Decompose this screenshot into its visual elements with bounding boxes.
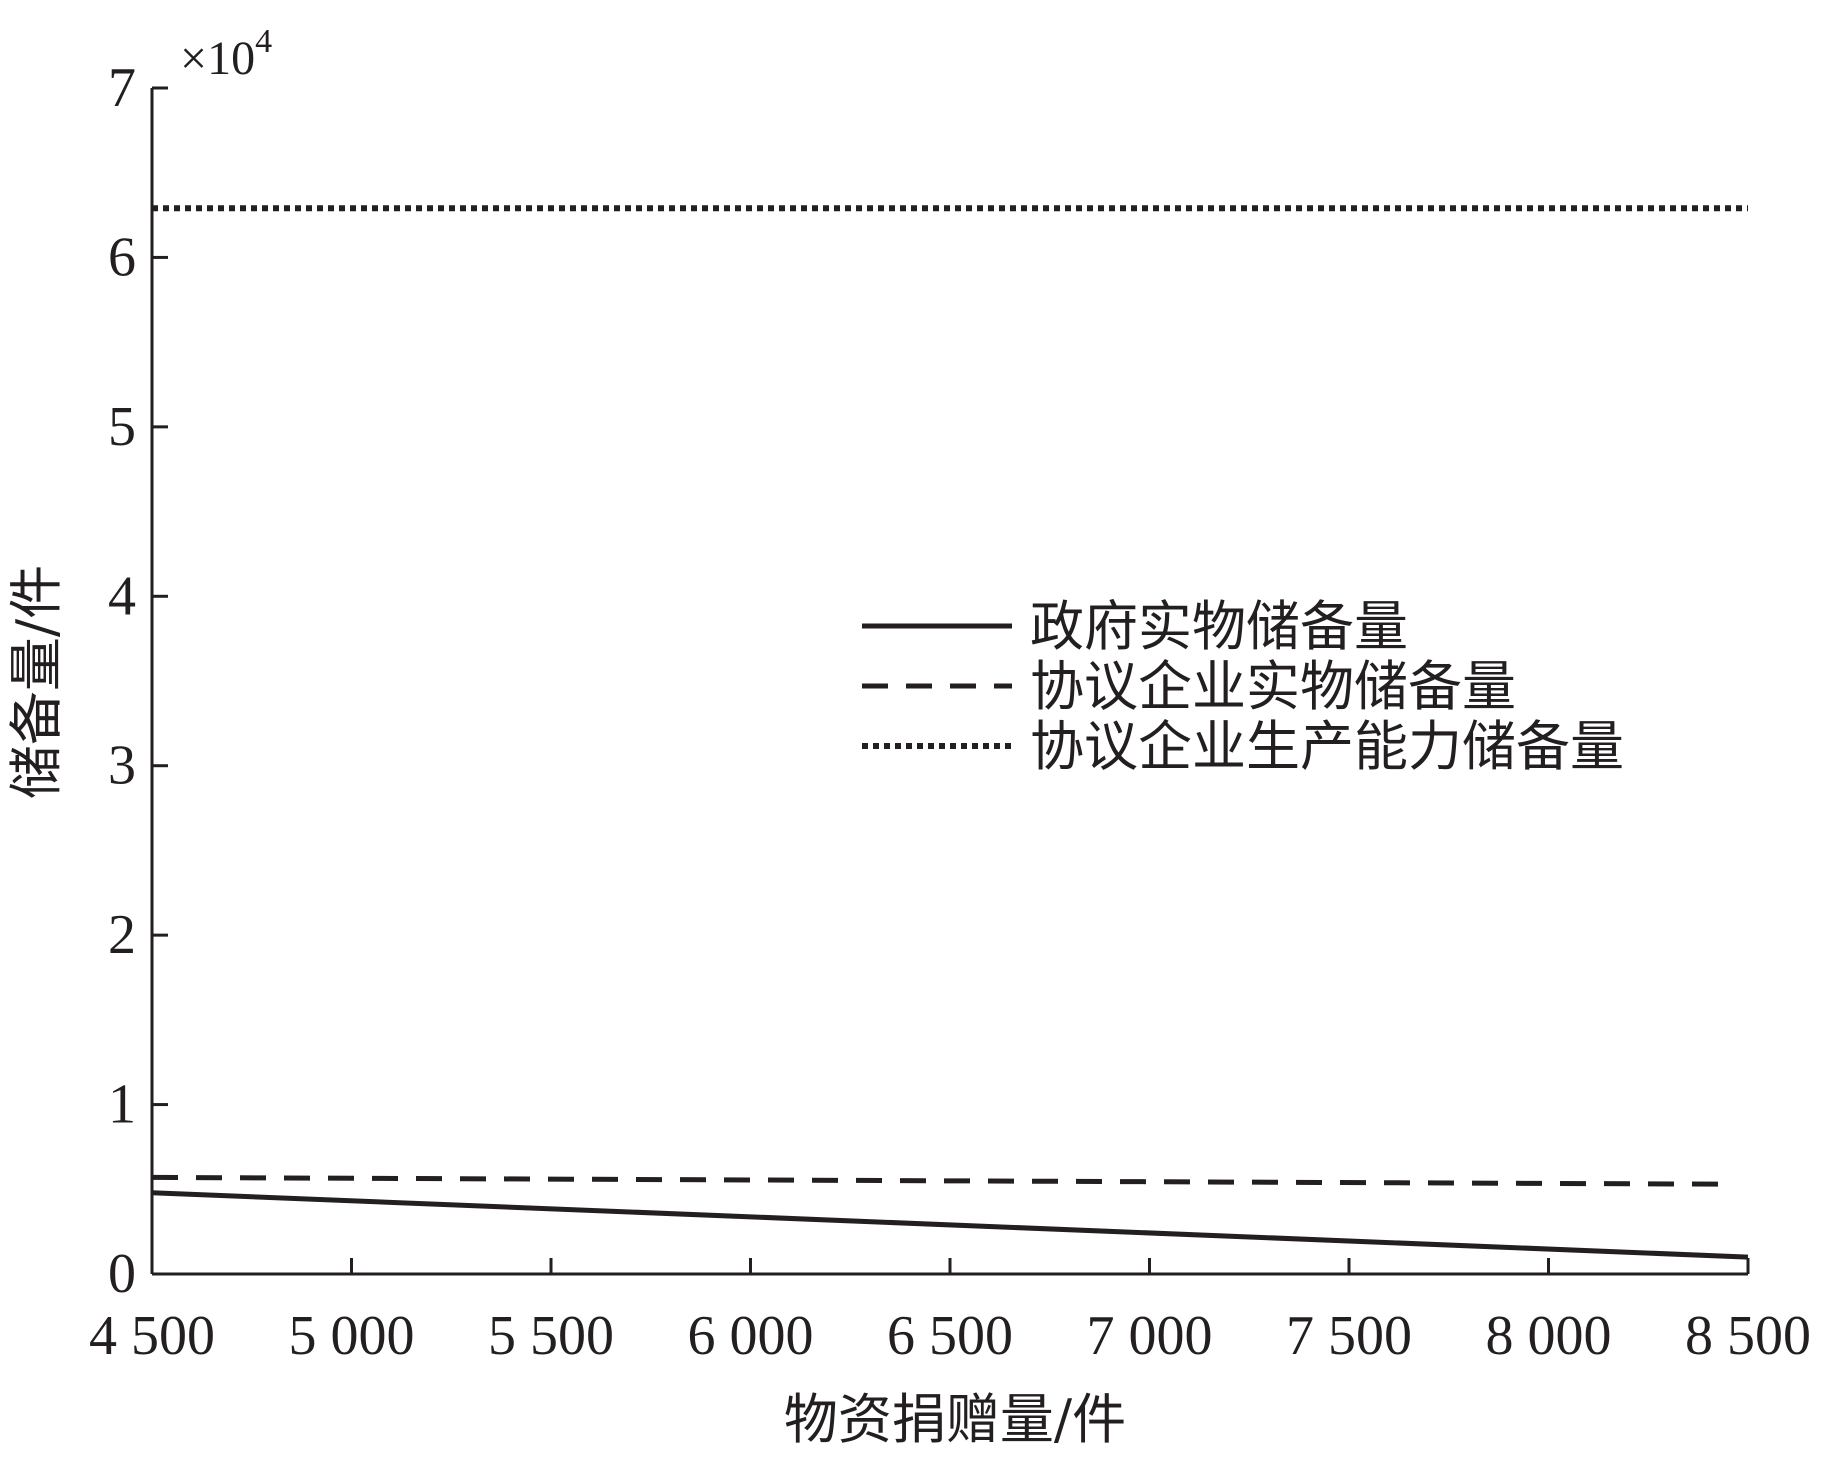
y-tick-label: 0 [108, 1243, 136, 1305]
legend-label-3: 协议企业生产能力储备量 [1030, 715, 1624, 778]
series-line-1 [151, 1190, 1749, 1260]
y-tick-label: 1 [108, 1074, 136, 1136]
y-axis-title: 储备量/件 [5, 565, 68, 799]
x-tick-label: 8 500 [1685, 1305, 1811, 1367]
legend-label-1: 政府实物储备量 [1030, 595, 1408, 658]
y-axis-multiplier-base: ×10 [180, 32, 255, 85]
x-tick-label: 8 000 [1486, 1305, 1612, 1367]
x-tick-label: 7 500 [1286, 1305, 1412, 1367]
y-tick-label: 3 [108, 735, 136, 797]
series-layer [151, 205, 1749, 1260]
x-tick-label: 6 000 [688, 1305, 814, 1367]
y-tick-label: 7 [108, 57, 136, 119]
y-axis-multiplier-exponent: 4 [255, 23, 272, 60]
series-line-2 [151, 1174, 1729, 1187]
x-tick-label: 5 500 [488, 1305, 614, 1367]
x-axis-title: 物资捐赠量/件 [784, 1388, 1126, 1451]
y-tick-label: 6 [108, 226, 136, 288]
y-axis-multiplier: ×104 [180, 23, 272, 85]
x-tick-label: 5 000 [289, 1305, 415, 1367]
x-tick-label: 6 500 [887, 1305, 1013, 1367]
y-tick-label: 4 [108, 565, 136, 627]
y-tick-label: 5 [108, 396, 136, 458]
x-tick-label: 4 500 [89, 1305, 215, 1367]
legend-label-2: 协议企业实物储备量 [1030, 655, 1516, 718]
x-tick-label: 7 000 [1087, 1305, 1213, 1367]
y-tick-label: 2 [108, 904, 136, 966]
axes: 4 500 5 000 5 500 6 000 6 500 7 000 7 500 8 000… [89, 57, 1811, 1367]
